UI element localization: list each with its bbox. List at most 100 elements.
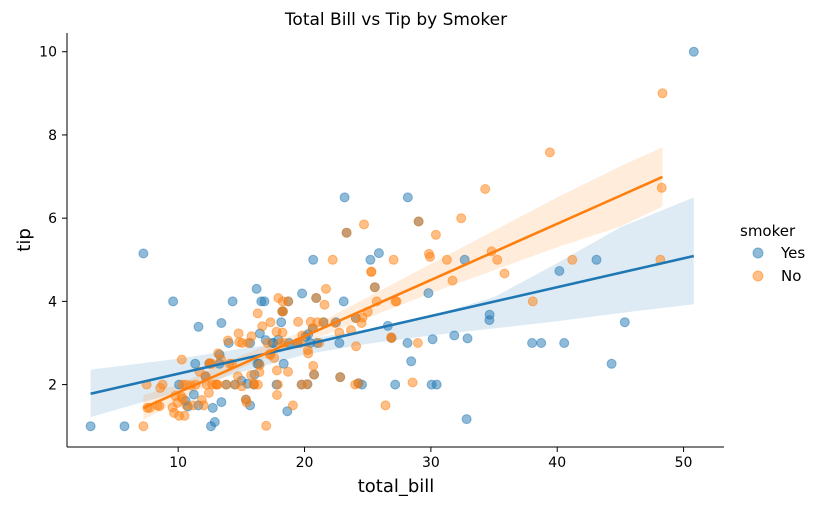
regression-line-yes [90, 254, 695, 396]
data-point-no [386, 333, 397, 343]
data-point-no [456, 213, 467, 224]
data-point-yes [688, 46, 699, 57]
data-point-no [223, 335, 233, 346]
y-tick-label: 4 [48, 294, 57, 310]
x-axis-label: total_bill [358, 476, 435, 497]
legend: smoker Yes No [740, 222, 805, 285]
data-point-no [413, 216, 424, 227]
data-point-no [308, 360, 319, 371]
data-point-yes [484, 309, 495, 320]
data-point-no [246, 370, 257, 380]
data-point-no [254, 360, 265, 370]
data-point-yes [297, 288, 308, 299]
data-point-no [567, 254, 578, 265]
data-point-no [157, 379, 168, 390]
legend-title: smoker [740, 222, 796, 240]
x-tick-label: 40 [548, 455, 566, 471]
data-point-yes [431, 379, 442, 390]
data-point-no [271, 365, 282, 376]
confidence-bands [90, 147, 694, 420]
data-point-yes [190, 358, 201, 369]
data-point-yes [334, 338, 345, 348]
data-point-no [480, 184, 491, 194]
x-tick-label: 30 [422, 455, 440, 471]
x-tick-label: 20 [296, 455, 314, 471]
data-point-no [391, 296, 402, 307]
data-point-no [138, 421, 149, 432]
data-point-no [656, 182, 667, 193]
data-point-no [283, 366, 293, 377]
data-point-yes [227, 296, 238, 307]
data-point-yes [449, 330, 460, 341]
legend-marker-yes [752, 247, 764, 259]
data-point-yes [193, 321, 204, 332]
data-point-no [407, 377, 418, 388]
data-point-yes [591, 254, 602, 265]
data-point-yes [119, 421, 130, 432]
y-tick-label: 2 [48, 378, 57, 394]
data-point-yes [536, 338, 547, 348]
regression-line-no [142, 175, 663, 410]
data-point-no [277, 306, 288, 317]
data-point-no [492, 254, 503, 265]
data-point-no [353, 378, 364, 389]
data-point-no [309, 369, 320, 380]
data-point-no [425, 251, 435, 262]
data-point-no [341, 227, 352, 238]
data-point-yes [188, 389, 199, 400]
data-point-no [293, 316, 304, 327]
data-point-no [335, 372, 346, 383]
axes [66, 33, 724, 448]
data-point-no [272, 390, 282, 400]
data-point-yes [168, 296, 179, 307]
data-point-no [233, 328, 244, 339]
data-point-yes [559, 338, 570, 348]
data-point-no [252, 308, 263, 319]
data-point-no [232, 371, 243, 382]
legend-label-yes: Yes [780, 244, 805, 262]
data-point-yes [527, 338, 538, 348]
data-point-yes [402, 338, 413, 348]
y-tick-label: 8 [48, 128, 57, 144]
data-point-no [499, 268, 510, 279]
data-point-no [198, 400, 209, 411]
data-point-yes [427, 334, 438, 345]
data-point-yes [207, 402, 218, 413]
data-point-no [257, 321, 268, 332]
data-point-no [212, 379, 223, 390]
data-point-no [366, 266, 377, 277]
data-point-yes [209, 417, 220, 427]
confidence-band-yes [90, 197, 694, 417]
data-point-yes [406, 356, 417, 367]
data-point-no [447, 275, 458, 286]
data-points [85, 46, 699, 432]
data-point-yes [461, 414, 472, 425]
data-point-no [319, 299, 330, 310]
data-point-yes [138, 248, 149, 259]
data-point-no [430, 229, 441, 240]
y-axis-label: tip [14, 228, 35, 251]
data-point-no [277, 327, 288, 338]
data-point-yes [338, 296, 349, 307]
data-point-no [327, 254, 338, 265]
legend-label-no: No [781, 267, 801, 285]
data-point-no [441, 254, 452, 265]
legend-marker-no [752, 270, 764, 282]
data-point-yes [462, 333, 473, 344]
data-point-no [527, 296, 538, 307]
data-point-no [203, 387, 214, 398]
data-point-yes [276, 317, 287, 328]
data-point-no [221, 379, 232, 390]
data-point-yes [278, 358, 289, 369]
y-tick-label: 10 [39, 45, 57, 61]
data-point-no [388, 254, 399, 265]
data-point-no [657, 88, 668, 99]
data-point-no [269, 353, 280, 363]
data-point-no [303, 348, 314, 359]
data-point-no [412, 338, 423, 348]
data-point-yes [365, 254, 376, 265]
data-point-no [321, 283, 331, 294]
data-point-no [283, 296, 294, 307]
data-point-no [287, 400, 298, 411]
